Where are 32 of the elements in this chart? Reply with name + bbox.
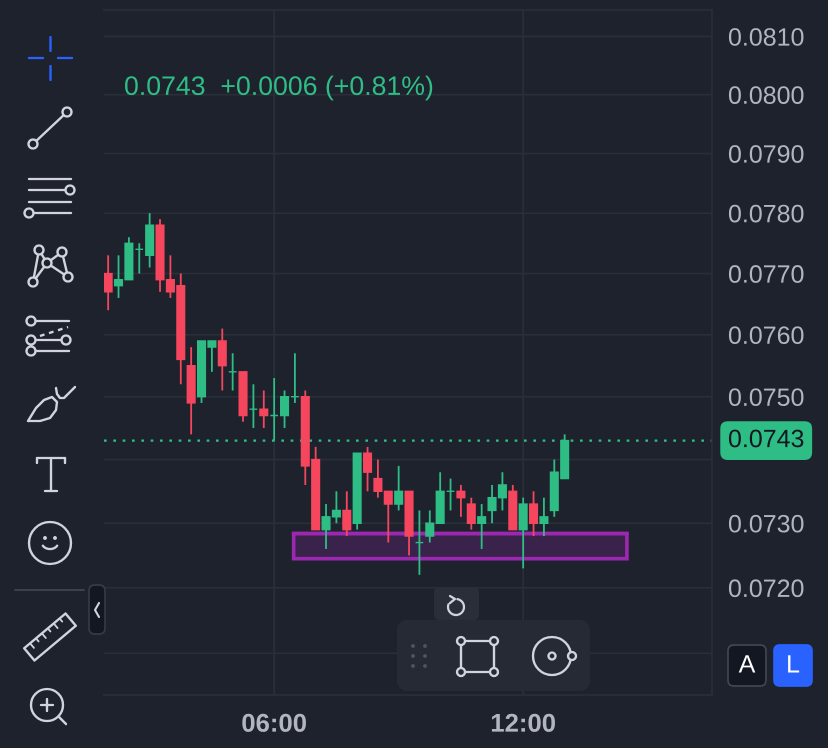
candlestick xyxy=(104,254,113,312)
candlestick xyxy=(248,383,258,429)
candlestick xyxy=(134,242,144,274)
text: A xyxy=(738,655,756,672)
x-tick-label: 12:00 xyxy=(492,714,555,732)
y-tick-label: 0.0780 xyxy=(728,204,804,222)
y-tick-label: 0.0790 xyxy=(728,145,804,163)
candlestick xyxy=(456,484,466,518)
candlestick xyxy=(529,490,538,537)
candlestick xyxy=(228,352,238,392)
y-tick-label: 0.0750 xyxy=(728,388,804,406)
candlestick xyxy=(477,503,486,550)
y-tick-label: 0.0720 xyxy=(728,579,804,598)
candlestick xyxy=(539,496,548,537)
candlestick xyxy=(446,478,456,512)
candlestick xyxy=(394,464,404,512)
y-tick-label: 0.0800 xyxy=(728,86,804,104)
y-tick-label: 0.0770 xyxy=(728,265,804,283)
candlestick xyxy=(363,446,372,492)
y-tick-label: 0.0730 xyxy=(728,514,804,533)
candlestick xyxy=(342,490,352,537)
candlestick xyxy=(259,390,268,429)
text: L xyxy=(788,655,800,672)
candlestick xyxy=(466,496,476,531)
x-tick-label: 06:00 xyxy=(242,714,306,732)
ref-line-label: 0.0743 xyxy=(728,430,804,448)
candlestick xyxy=(280,390,290,429)
y-tick-label: 0.0760 xyxy=(728,326,804,344)
text: 0.0743 +0.0006 (+0.81%) xyxy=(125,76,432,100)
y-tick-label: 0.0810 xyxy=(728,28,804,46)
candlestick xyxy=(290,352,300,404)
candlestick xyxy=(414,510,424,576)
